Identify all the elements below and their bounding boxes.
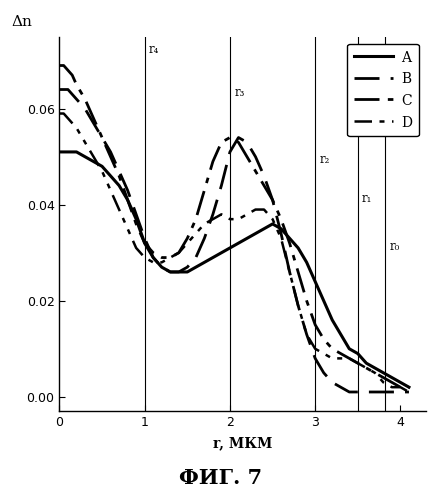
Text: r₂: r₂ [319,154,330,166]
Text: r₃: r₃ [234,86,245,99]
Text: ФИГ. 7: ФИГ. 7 [179,468,262,487]
Legend: A, B, C, D: A, B, C, D [347,44,419,136]
Text: r₁: r₁ [362,192,373,204]
Text: r₄: r₄ [149,43,159,56]
Text: Δn: Δn [12,15,33,29]
Text: r₀: r₀ [389,240,400,253]
X-axis label: r, МКМ: r, МКМ [213,436,273,450]
